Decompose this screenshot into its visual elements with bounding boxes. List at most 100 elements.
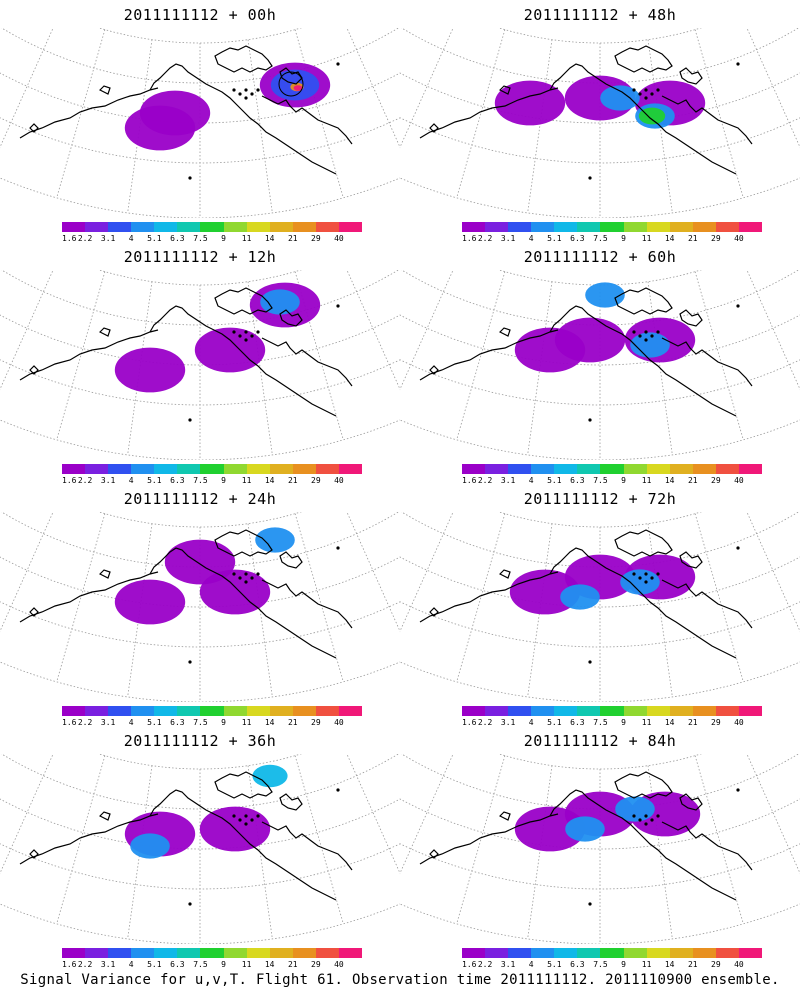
panel-title: 2011111112 + 60h bbox=[523, 248, 677, 266]
colorbar-swatch bbox=[200, 706, 224, 716]
colorbar-swatch bbox=[131, 706, 155, 716]
colorbar-swatch bbox=[600, 222, 624, 232]
colorbar-label: 4 bbox=[528, 960, 534, 969]
coastline bbox=[261, 821, 353, 871]
variance-contour bbox=[565, 816, 605, 842]
latitude-gridline bbox=[0, 314, 400, 366]
meridian-gridline bbox=[746, 270, 800, 391]
island bbox=[244, 96, 248, 100]
colorbar-label: 40 bbox=[334, 476, 344, 485]
variance-contour bbox=[130, 833, 170, 859]
variance-contour bbox=[255, 527, 295, 553]
map-plot bbox=[0, 270, 400, 460]
colorbar-label: 2.2 bbox=[77, 960, 93, 969]
colorbar-swatch bbox=[715, 222, 739, 232]
colorbar-label: 29 bbox=[711, 234, 721, 243]
coastline bbox=[98, 811, 111, 821]
variance-contour bbox=[585, 282, 625, 308]
colorbar-swatch bbox=[315, 948, 339, 958]
panel-title: 2011111112 + 36h bbox=[123, 732, 277, 750]
coastline bbox=[419, 813, 559, 865]
colorbar-label: 3.1 bbox=[500, 476, 516, 485]
coastline bbox=[214, 287, 273, 315]
coastline bbox=[19, 329, 159, 381]
coastline bbox=[429, 123, 439, 133]
colorbar-label: 6.3 bbox=[170, 718, 185, 727]
coastline bbox=[261, 95, 353, 145]
island bbox=[644, 572, 648, 576]
island bbox=[232, 88, 236, 92]
colorbar-swatch bbox=[131, 222, 155, 232]
colorbar-label: 1.6 bbox=[462, 476, 477, 485]
colorbar bbox=[62, 222, 363, 232]
colorbar-swatch bbox=[577, 706, 601, 716]
coastline bbox=[498, 85, 511, 95]
colorbar-swatch bbox=[292, 464, 316, 474]
coastline bbox=[614, 529, 673, 557]
island bbox=[244, 330, 248, 334]
colorbar-swatch bbox=[692, 706, 716, 716]
colorbar-label: 11 bbox=[241, 234, 252, 243]
coastline bbox=[261, 579, 353, 629]
colorbar-label: 2.2 bbox=[477, 718, 493, 727]
island bbox=[644, 330, 648, 334]
variance-contour bbox=[514, 327, 586, 373]
colorbar-swatch bbox=[669, 706, 693, 716]
meridian-gridline bbox=[56, 271, 106, 440]
colorbar-label: 3.1 bbox=[100, 960, 116, 969]
colorbar-label: 14 bbox=[264, 234, 275, 243]
colorbar-label: 21 bbox=[287, 960, 298, 969]
meridian-gridline bbox=[0, 754, 54, 875]
coastline bbox=[29, 123, 39, 133]
island bbox=[244, 338, 248, 342]
colorbar-label: 1.6 bbox=[462, 718, 477, 727]
colorbar-swatch bbox=[623, 706, 647, 716]
meridian-gridline bbox=[294, 29, 344, 198]
coastline bbox=[661, 337, 753, 387]
colorbar-swatch bbox=[600, 948, 624, 958]
island bbox=[644, 814, 648, 818]
colorbar-label: 7.5 bbox=[593, 234, 608, 243]
colorbar-label: 3.1 bbox=[500, 234, 516, 243]
island bbox=[238, 818, 242, 822]
meridian-gridline bbox=[456, 29, 506, 198]
island bbox=[336, 62, 340, 66]
coastline bbox=[498, 569, 511, 579]
meridian-gridline bbox=[0, 28, 54, 149]
coastline bbox=[614, 45, 673, 73]
panel-12h: 2011111112 + 12h 1.6 2.2 3.1 4 5.1 6.3 7.5 9 11 1… bbox=[0, 242, 400, 485]
coastline bbox=[549, 305, 737, 417]
island bbox=[644, 88, 648, 92]
colorbar bbox=[462, 706, 763, 716]
meridian-gridline bbox=[456, 513, 506, 682]
colorbar-swatch bbox=[508, 222, 532, 232]
island bbox=[238, 92, 242, 96]
meridian-gridline bbox=[694, 271, 744, 440]
meridian-gridline bbox=[694, 755, 744, 924]
island bbox=[656, 330, 660, 334]
colorbar-label: 11 bbox=[241, 960, 252, 969]
map-plot bbox=[400, 270, 800, 460]
colorbar-label: 3.1 bbox=[500, 718, 516, 727]
colorbar-swatch bbox=[131, 948, 155, 958]
coastline bbox=[279, 793, 303, 811]
colorbar-swatch bbox=[646, 948, 670, 958]
colorbar-label: 40 bbox=[734, 960, 744, 969]
island bbox=[244, 814, 248, 818]
colorbar-swatch bbox=[554, 464, 578, 474]
coastline bbox=[214, 771, 273, 799]
colorbar-label: 2.2 bbox=[477, 960, 493, 969]
colorbar-label: 40 bbox=[334, 960, 344, 969]
panel-48h: 2011111112 + 48h 1.6 2.2 3.1 4 5.1 6.3 7.5 9 11 1… bbox=[400, 0, 800, 243]
variance-contour bbox=[600, 85, 640, 111]
colorbar-swatch bbox=[462, 948, 486, 958]
coastline bbox=[149, 305, 337, 417]
colorbar-swatch bbox=[646, 464, 670, 474]
coastline bbox=[429, 607, 439, 617]
colorbar-swatch bbox=[508, 948, 532, 958]
colorbar bbox=[62, 948, 363, 958]
colorbar-swatch bbox=[131, 464, 155, 474]
colorbar-label: 4 bbox=[128, 718, 134, 727]
colorbar-swatch bbox=[108, 464, 132, 474]
colorbar-label: 7.5 bbox=[193, 234, 208, 243]
